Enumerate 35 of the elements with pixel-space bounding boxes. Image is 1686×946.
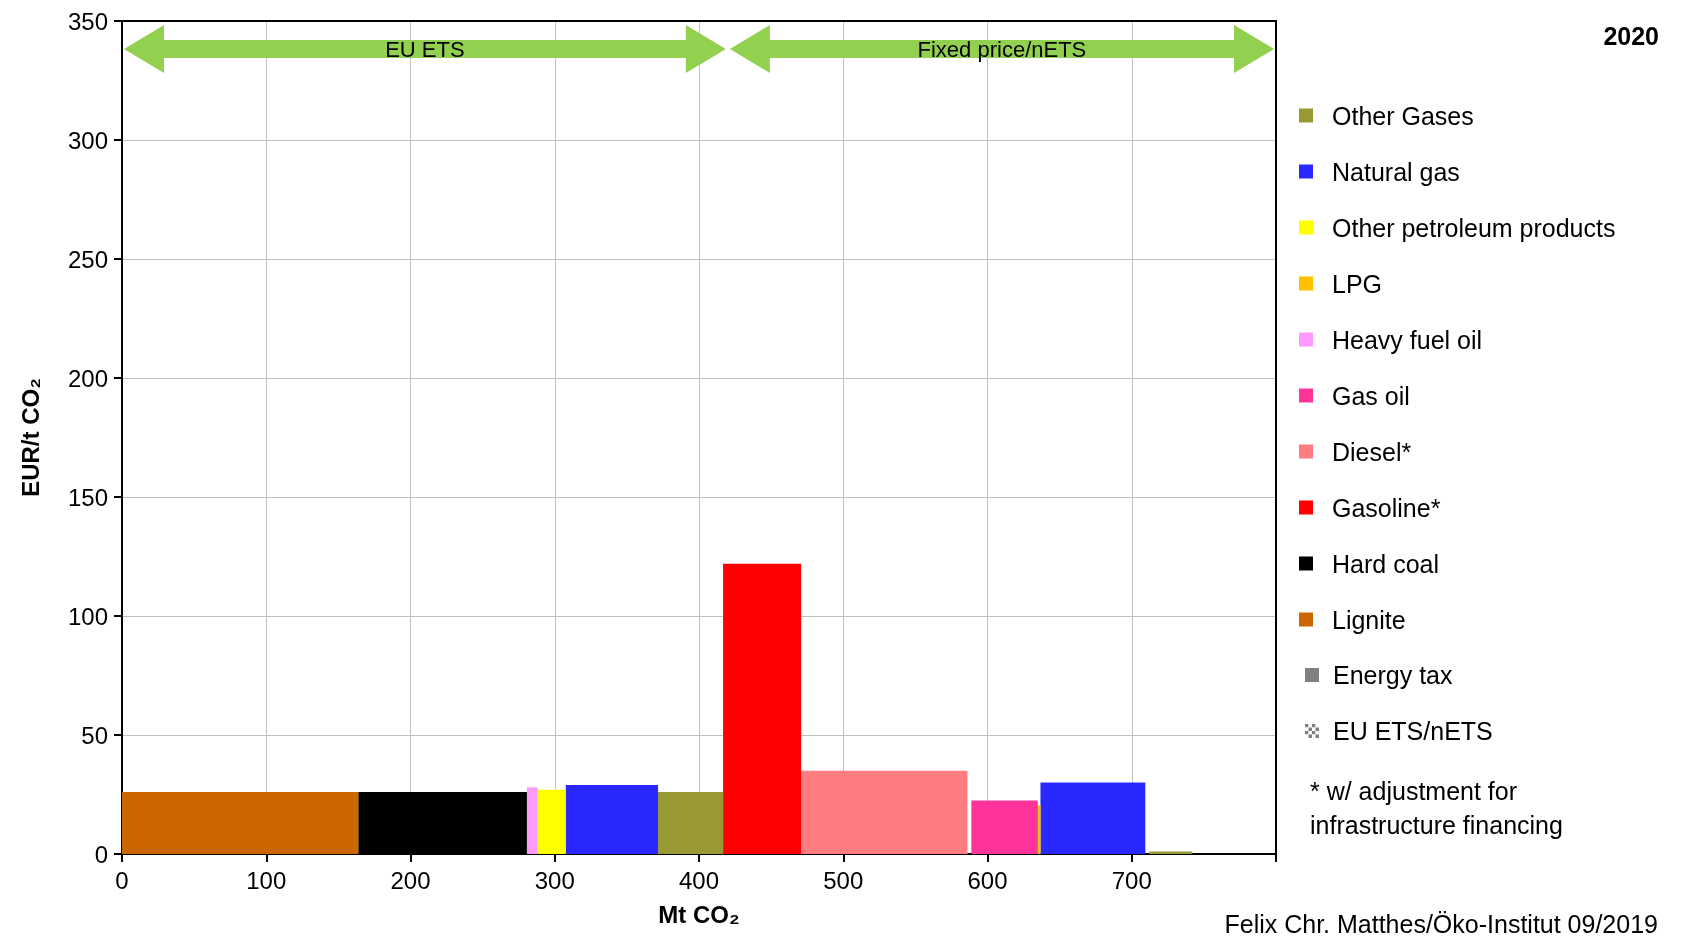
x-tick-label: 700 bbox=[1111, 866, 1152, 894]
legend-label: Other Gases bbox=[1332, 101, 1474, 130]
x-tick-label: 200 bbox=[390, 866, 431, 894]
x-tick-label: 0 bbox=[115, 866, 129, 894]
x-tick-label: 600 bbox=[967, 866, 1008, 894]
y-axis-title: EUR/t CO₂ bbox=[16, 378, 44, 497]
annotation: Fixed price/nETS bbox=[917, 37, 1087, 62]
text: Energy tax bbox=[1333, 661, 1454, 689]
x-axis-title: Mt CO₂ bbox=[658, 900, 740, 928]
x-tick-label: 500 bbox=[823, 866, 864, 894]
x-tick-label: 300 bbox=[534, 866, 575, 894]
legend-label: LPG bbox=[1332, 269, 1383, 298]
legend-label: Diesel* bbox=[1332, 437, 1412, 466]
legend-label: Hard coal bbox=[1332, 549, 1439, 578]
legend-label: Natural gas bbox=[1332, 157, 1460, 186]
legend-label: Other petroleum products bbox=[1332, 213, 1616, 242]
legend-label: Lignite bbox=[1332, 605, 1406, 634]
x-tick-label: 100 bbox=[246, 866, 287, 894]
y-tick-label: 300 bbox=[67, 126, 108, 154]
legend-label: Heavy fuel oil bbox=[1332, 325, 1483, 354]
x-tick-label: 400 bbox=[678, 866, 720, 894]
text: Felix Chr. Matthes/Öko-Institut 09/2019 bbox=[1224, 910, 1658, 939]
y-tick-label: 50 bbox=[81, 721, 108, 749]
annotation: EU ETS bbox=[385, 37, 465, 62]
legend-label: Gasoline* bbox=[1332, 493, 1441, 522]
y-tick-label: 150 bbox=[67, 483, 108, 511]
text: * w/ adjustment for infrastructure financing bbox=[1310, 776, 1564, 841]
y-tick-label: 0 bbox=[94, 840, 108, 868]
text: 2020 bbox=[1603, 21, 1660, 50]
y-tick-label: 350 bbox=[67, 7, 108, 35]
legend-label: Gas oil bbox=[1332, 381, 1410, 410]
y-tick-label: 250 bbox=[67, 245, 108, 273]
y-tick-label: 200 bbox=[67, 364, 108, 392]
text: EU ETS/nETS bbox=[1333, 717, 1493, 745]
y-tick-label: 100 bbox=[67, 602, 108, 630]
